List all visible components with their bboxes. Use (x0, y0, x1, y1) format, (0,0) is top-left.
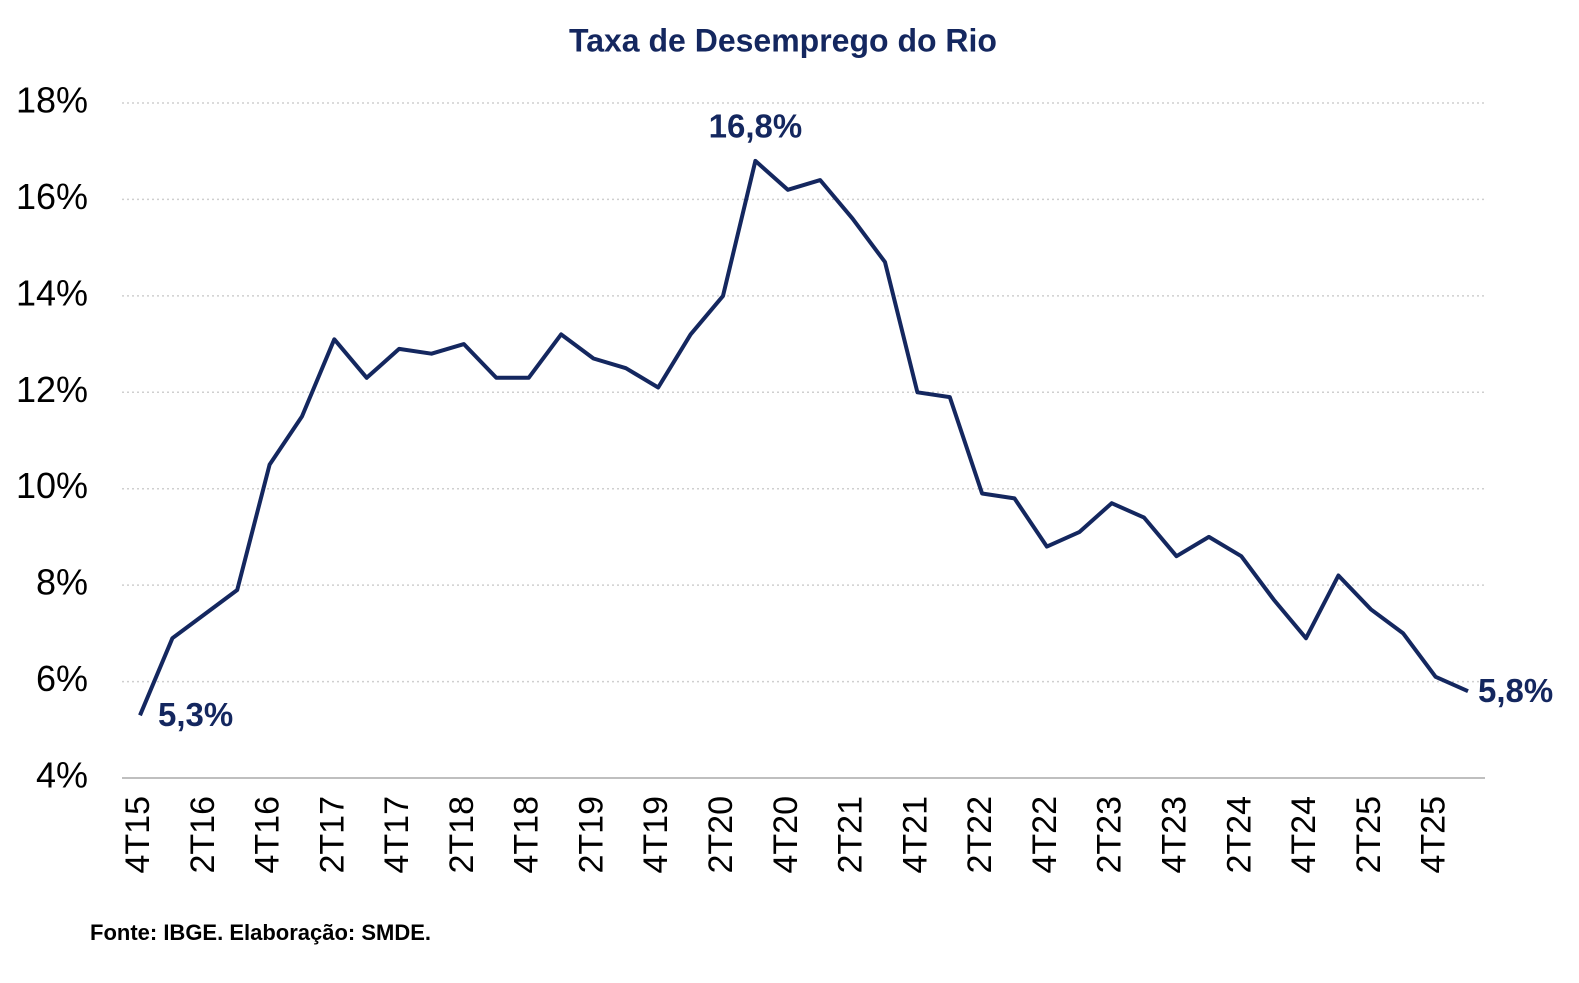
source-note: Fonte: IBGE. Elaboração: SMDE. (90, 920, 431, 945)
x-tick-label: 4T25 (1415, 796, 1453, 874)
x-tick-label: 4T15 (119, 796, 157, 874)
x-tick-label: 4T18 (508, 796, 546, 874)
y-tick-label: 10% (16, 465, 88, 506)
x-tick-label: 4T21 (896, 796, 934, 874)
data-label: 16,8% (709, 108, 803, 145)
y-tick-label: 14% (16, 272, 88, 313)
y-tick-label: 4% (36, 755, 88, 796)
x-tick-label: 4T22 (1026, 796, 1064, 874)
x-tick-label: 4T19 (637, 796, 675, 874)
x-tick-label: 4T17 (378, 796, 416, 874)
x-tick-label: 2T19 (572, 796, 610, 874)
y-tick-label: 16% (16, 176, 88, 217)
x-tick-label: 4T24 (1285, 796, 1323, 874)
x-tick-label: 2T25 (1350, 796, 1388, 874)
y-tick-label: 18% (16, 80, 88, 121)
data-line (138, 158, 1469, 717)
y-tick-label: 8% (36, 562, 88, 603)
data-label: 5,3% (158, 696, 233, 733)
x-tick-label: 4T20 (767, 796, 805, 874)
x-tick-label: 2T16 (184, 796, 222, 874)
x-tick-label: 2T18 (443, 796, 481, 874)
x-tick-label: 2T17 (313, 796, 351, 874)
x-tick-label: 4T23 (1155, 796, 1193, 874)
chart-title: Taxa de Desemprego do Rio (569, 22, 997, 58)
x-tick-label: 2T21 (832, 796, 870, 874)
x-tick-label: 2T20 (702, 796, 740, 874)
y-tick-label: 12% (16, 369, 88, 410)
x-tick-label: 2T23 (1091, 796, 1129, 874)
x-tick-label: 2T22 (961, 796, 999, 874)
x-tick-label: 2T24 (1220, 796, 1258, 874)
y-tick-label: 6% (36, 658, 88, 699)
x-tick-label: 4T16 (249, 796, 287, 874)
data-label: 5,8% (1478, 672, 1553, 709)
